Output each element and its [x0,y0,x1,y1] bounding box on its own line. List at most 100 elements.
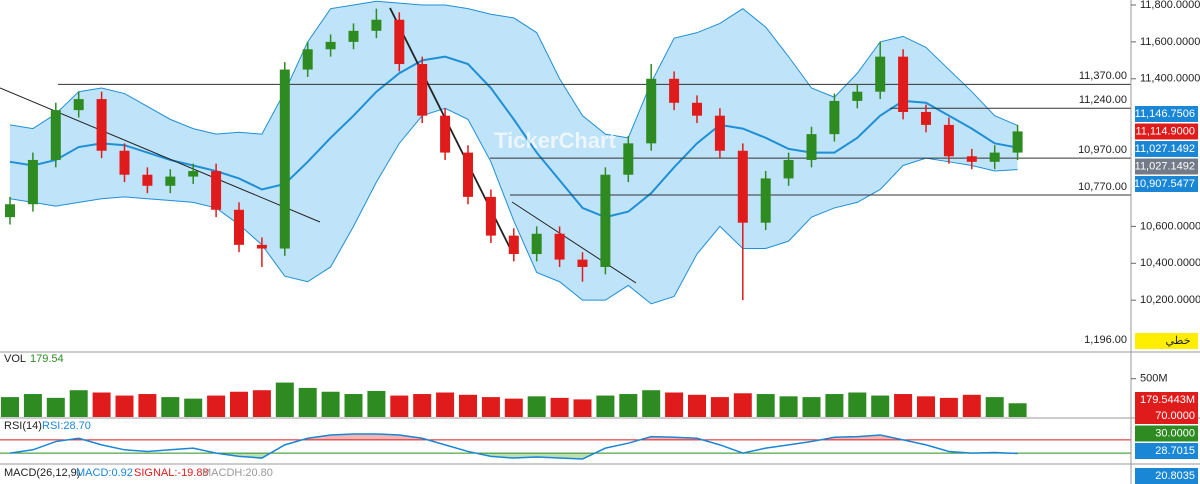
y-tick-label: 500M [1140,373,1168,385]
candle-body [829,100,840,135]
candle-body [508,235,519,255]
value-badge [1135,141,1198,157]
y-tick-label: 10,200.0000 [1140,294,1200,306]
macd-value: MACD:0.92 [76,467,133,479]
y-tick-label: 11,800.0000 [1140,0,1200,11]
bollinger-lower [9,107,1018,305]
value-badge [1135,106,1198,122]
candle-body [898,56,909,112]
rsi-line [9,433,1018,460]
candle-body [302,49,313,70]
volume-bar [939,397,958,417]
candle-body [623,143,634,175]
volume-bar [390,395,409,417]
panel-header: VOL [4,353,26,365]
value-badge [1135,123,1198,140]
volume-bar [665,392,684,417]
volume-bar [894,394,913,417]
volume-bar [550,397,569,417]
panel-header: RSI(14) [4,420,42,432]
value-badge [1135,176,1198,192]
volume-bar [298,387,317,417]
mode-button[interactable] [1135,333,1198,349]
value-badge-label: 11,027.1492 [1135,143,1195,155]
candle-body [27,159,38,205]
value-badge-label: 10,907.5477 [1134,178,1195,190]
volume-bar [459,394,477,417]
panel-header-value: 179.54 [30,353,64,365]
candle-body [989,152,1000,162]
candle-body [142,174,153,186]
volume-bar [688,394,706,417]
volume-bar [321,391,340,417]
value-badge-label: 28.7015 [1155,445,1195,457]
candle-body [783,159,794,179]
candle-body [921,111,931,125]
y-tick-label: 11,600.0000 [1140,36,1200,48]
volume-bar [367,390,386,417]
candle-body [279,69,290,249]
bollinger-middle [9,55,1018,219]
volume-bar [46,397,65,417]
volume-bar [802,397,821,417]
candle-body [485,196,496,236]
candle-body [394,19,405,65]
volume-bar [436,392,455,417]
mode-button-label[interactable]: خطي [1166,335,1191,347]
candle-body [440,115,451,153]
candle-body [600,174,611,267]
candle-body [554,233,565,260]
candle-body [737,150,748,223]
candle-body [234,209,244,245]
candle-body [577,259,588,267]
value-badge [1135,158,1198,175]
volume-bar [573,399,592,417]
value-badge [1135,425,1198,442]
volume-bar [275,382,294,417]
level-label: 10,970.00 [1078,144,1127,156]
y-tick-label: 10,400.0000 [1140,257,1200,269]
candle-body [96,99,107,151]
candle-body [966,156,977,162]
volume-bar [642,390,661,417]
panel-header-value: RSI:28.70 [42,420,91,432]
candle-body [371,19,382,31]
volume-bar [871,395,890,417]
watermark: TickerChart [494,128,617,153]
volume-bar [344,394,363,417]
value-badge-label: 179.5443M [1140,394,1195,406]
value-badge-label: 11,146.7506 [1135,108,1195,120]
plot-layer: TickerChart 11,370.00 11,240.00 10,970.00 10… [0,0,1131,479]
volume-bar [23,394,42,417]
volume-bar [779,396,798,417]
volume-bar [161,397,180,417]
macdh-value: MACDH:20.80 [202,467,273,479]
candle-body [50,110,61,160]
volume-bar [481,397,500,417]
candle-body [256,244,267,249]
candle-body [852,91,863,101]
volume-bar [207,395,226,417]
candle-body [165,176,176,186]
candle-body [463,152,473,197]
candle-body [714,115,725,151]
volume-bar [825,394,844,417]
volume-bar [1008,403,1027,417]
candle-body [348,30,359,42]
volume-bar [917,396,935,417]
volume-bar [619,394,638,417]
candle-body [875,56,886,92]
candle-body [531,233,542,255]
candle-body [73,99,84,111]
level-label: 10,770.00 [1078,181,1127,193]
candle-body [119,150,130,175]
value-badge [1135,392,1198,408]
value-badge [1135,468,1198,484]
value-badge-label: 11,114.9000 [1135,125,1195,137]
candle-body [806,134,817,160]
value-badge-label: 70.0000 [1155,410,1195,422]
volume-bar [115,395,134,417]
volume-bar [962,394,981,417]
volume-bar [184,398,203,417]
